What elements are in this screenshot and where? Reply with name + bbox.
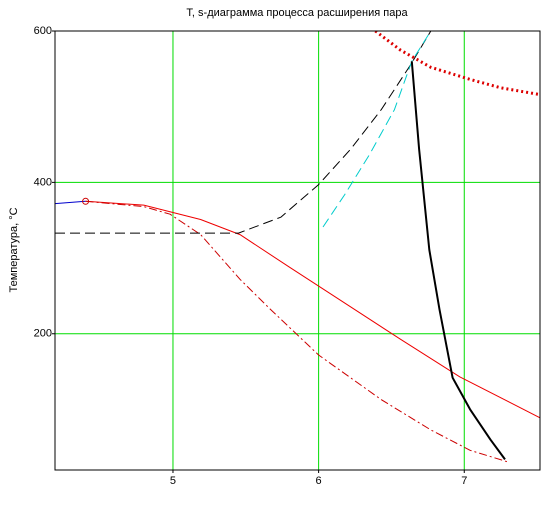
series-line [55, 200, 86, 205]
series-line [55, 31, 432, 234]
y-tick-label: 200 [34, 328, 52, 340]
chart-title: T, s-диаграмма процесса расширения пара [186, 7, 408, 19]
series-line [410, 61, 506, 460]
y-tick-label: 600 [34, 25, 52, 37]
x-tick-label: 7 [461, 475, 467, 487]
series-line [374, 31, 540, 97]
series-line [85, 200, 540, 419]
plot-frame [54, 30, 541, 471]
x-tick-label: 5 [170, 475, 176, 487]
series-line [322, 31, 432, 228]
y-axis-label: Температура, °C [8, 207, 20, 292]
y-tick-label: 400 [34, 176, 52, 188]
point-marker [82, 197, 90, 205]
series-line [85, 200, 510, 463]
x-tick-label: 6 [316, 475, 322, 487]
